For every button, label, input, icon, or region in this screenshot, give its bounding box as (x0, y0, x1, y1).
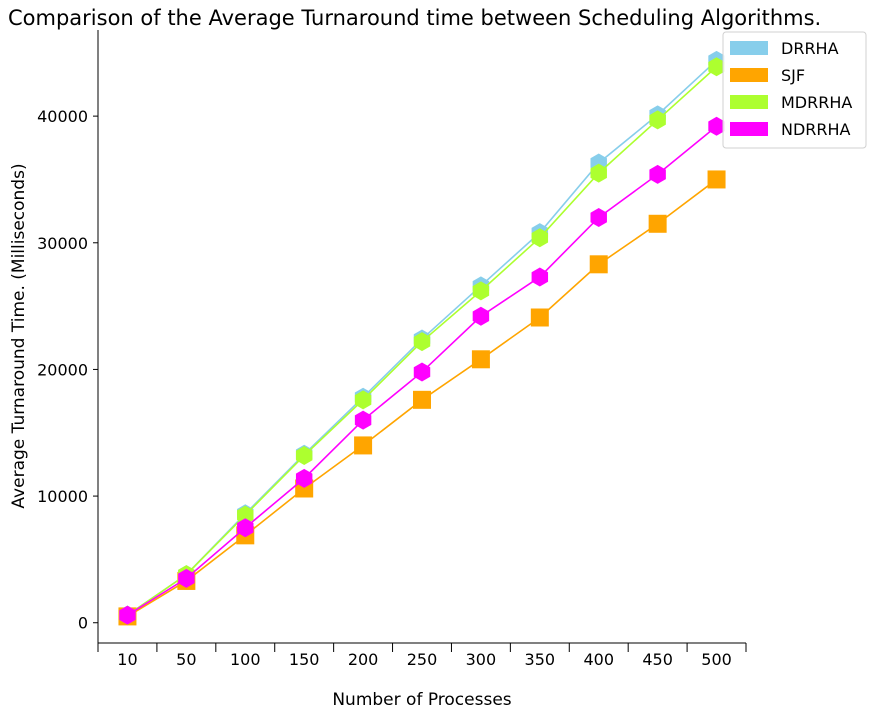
x-tick-label: 250 (407, 650, 438, 669)
data-point-mdrrha (590, 163, 607, 183)
y-tick-label: 20000 (37, 360, 88, 379)
data-point-sjf (589, 255, 608, 274)
legend-label-drrha: DRRHA (781, 39, 839, 58)
data-point-mdrrha (295, 446, 313, 466)
data-point-mdrrha (472, 281, 490, 301)
y-tick-label: 40000 (37, 107, 88, 126)
legend-label-sjf: SJF (781, 66, 805, 85)
data-point-ndrrha (178, 568, 195, 588)
data-point-ndrrha (472, 306, 490, 326)
legend: DRRHA SJF MDRRHA NDRRHA (722, 31, 867, 149)
data-point-sjf (471, 350, 490, 369)
y-tick-label: 30000 (37, 234, 88, 253)
data-point-ndrrha (295, 468, 313, 488)
x-tick-label: 350 (525, 650, 556, 669)
legend-label-mdrrha: MDRRHA (781, 93, 852, 112)
x-tick-label: 450 (642, 650, 673, 669)
data-point-mdrrha (237, 505, 254, 525)
data-point-mdrrha (708, 57, 725, 77)
x-tick-label: 150 (289, 650, 320, 669)
series-ndrrha (119, 116, 725, 625)
axes: 0 10000 20000 30000 40000 10 50 100 150 200 250 300… (37, 30, 747, 669)
legend-swatch-sjf (730, 68, 768, 82)
data-point-mdrrha (649, 110, 666, 130)
legend-frame (722, 31, 867, 149)
x-tick-label: 200 (348, 650, 379, 669)
x-tick-label: 400 (583, 650, 614, 669)
series-sjf (118, 170, 726, 626)
data-point-mdrrha (354, 390, 372, 410)
x-tick-label: 500 (701, 650, 732, 669)
data-point-ndrrha (708, 116, 725, 136)
x-tick-label: 100 (230, 650, 261, 669)
legend-swatch-ndrrha (730, 122, 768, 136)
y-tick-label: 0 (78, 614, 88, 633)
legend-swatch-mdrrha (730, 95, 768, 109)
y-axis-label: Average Turnaround Time. (Milliseconds) (9, 163, 29, 508)
data-point-mdrrha (531, 228, 549, 248)
data-point-sjf (530, 308, 549, 327)
legend-swatch-drrha (730, 41, 768, 55)
y-tick-label: 10000 (37, 487, 88, 506)
legend-label-ndrrha: NDRRHA (781, 120, 851, 139)
series-layer (118, 50, 726, 626)
x-tick-label: 300 (466, 650, 497, 669)
x-tick-label: 10 (117, 650, 137, 669)
data-point-ndrrha (531, 267, 549, 287)
data-point-sjf (354, 436, 373, 455)
data-point-ndrrha (237, 518, 254, 538)
x-axis-label: Number of Processes (332, 690, 511, 710)
data-point-ndrrha (590, 207, 607, 227)
data-point-mdrrha (413, 332, 431, 352)
data-point-sjf (413, 390, 431, 409)
data-point-ndrrha (354, 410, 372, 430)
series-mdrrha (119, 57, 725, 625)
x-tick-label: 50 (176, 650, 196, 669)
data-point-ndrrha (119, 605, 136, 625)
data-point-ndrrha (413, 362, 431, 382)
data-point-sjf (707, 170, 726, 189)
data-point-ndrrha (649, 164, 666, 184)
chart-title: Comparison of the Average Turnaround tim… (8, 6, 821, 30)
data-point-sjf (648, 214, 667, 233)
